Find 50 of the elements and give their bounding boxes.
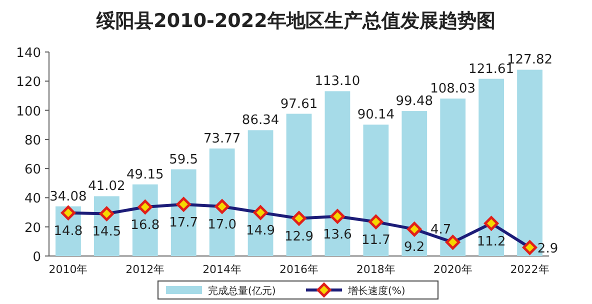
data-label: 49.15: [126, 167, 164, 182]
data-label: 17.7: [169, 215, 198, 230]
y-tick-label: 60: [24, 162, 41, 178]
data-label: 11.7: [361, 232, 390, 248]
bar: [170, 169, 196, 256]
y-tick-label: 80: [24, 133, 41, 148]
bar: [248, 130, 274, 256]
x-tick-label: 2010年: [48, 263, 88, 276]
y-tick-label: 0: [32, 250, 41, 265]
data-label: 90.14: [357, 108, 395, 123]
data-label: 4.7: [430, 222, 452, 238]
data-label: 97.61: [280, 96, 318, 112]
x-tick-label: 2012年: [126, 263, 165, 276]
x-tick-label: 2022年: [510, 263, 550, 276]
y-tick-label: 40: [24, 192, 41, 207]
x-tick-label: 2016年: [280, 263, 318, 276]
y-tick-label: 20: [24, 220, 41, 236]
data-label: 86.34: [242, 113, 280, 128]
data-label: 73.77: [203, 132, 241, 147]
data-label: 17.0: [208, 217, 237, 232]
x-tick-label: 2020年: [433, 263, 472, 276]
bar: [363, 124, 389, 256]
data-label: 13.6: [322, 227, 352, 242]
bar: [402, 111, 428, 256]
data-label: 99.48: [396, 94, 433, 110]
data-label: 9.2: [404, 240, 425, 256]
data-label: 16.8: [130, 218, 160, 234]
data-label: 41.02: [88, 179, 126, 194]
data-label: 11.2: [476, 234, 506, 250]
data-label: 14.5: [92, 224, 122, 240]
bar: [478, 78, 504, 256]
data-label: 12.9: [284, 229, 314, 244]
data-label: 14.9: [246, 224, 276, 239]
data-label: 113.10: [314, 74, 360, 90]
legend-label: 完成总量(亿元): [208, 285, 276, 297]
bar: [324, 91, 350, 256]
bar: [286, 114, 312, 256]
x-tick-label: 2014年: [202, 263, 242, 276]
bar: [209, 148, 235, 256]
y-tick-label: 100: [16, 104, 41, 120]
x-tick-label: 2018年: [356, 263, 396, 276]
data-label: 108.03: [430, 82, 476, 97]
legend-label: 增长速度(%): [347, 285, 406, 297]
data-label: 59.5: [169, 152, 198, 168]
data-label: 34.08: [50, 189, 87, 204]
data-label: 14.8: [54, 224, 83, 239]
y-tick-label: 140: [16, 46, 41, 61]
chart-title: 绥阳县2010-2022年地区生产总值发展趋势图: [96, 10, 496, 32]
y-tick-label: 120: [16, 75, 41, 90]
data-label: 2.9: [537, 242, 558, 257]
